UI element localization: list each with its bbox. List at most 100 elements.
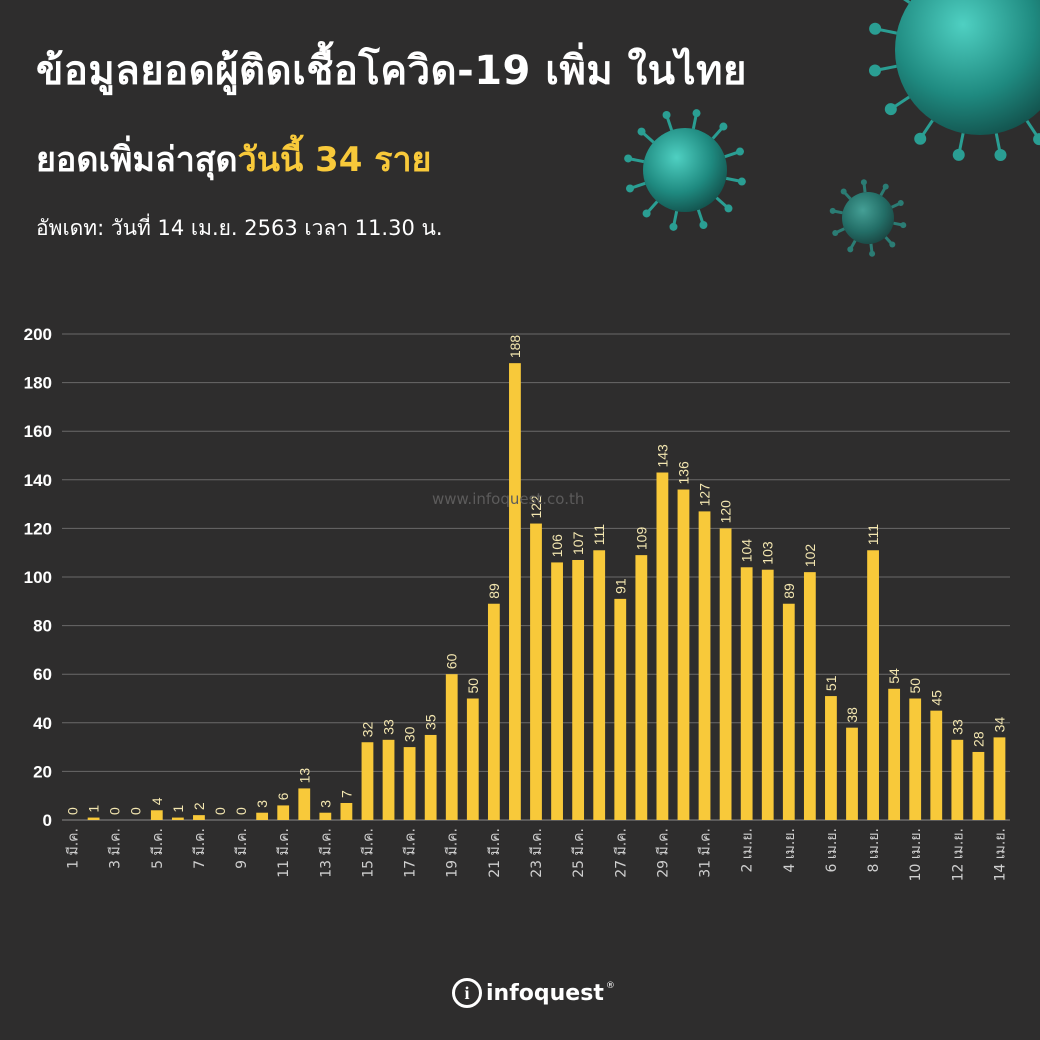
data-label: 50 [465, 678, 481, 694]
data-label: 143 [654, 444, 670, 468]
virus-spike [884, 236, 894, 246]
x-tick-label: 8 เม.ย. [866, 828, 882, 872]
bar [719, 528, 732, 820]
data-label: 102 [802, 544, 818, 568]
data-label: 3 [317, 800, 333, 808]
data-label: 91 [612, 578, 628, 594]
bar [509, 363, 521, 820]
data-label: 188 [507, 335, 523, 359]
data-label: 4 [149, 797, 165, 805]
data-label: 33 [949, 719, 965, 735]
data-label: 0 [107, 807, 123, 815]
virus-spike [918, 119, 934, 140]
data-label: 13 [296, 768, 312, 784]
x-axis-ticks: 1 มี.ค. 3 มี.ค. 5 มี.ค. 7 มี.ค. 9 มี.ค. 11 มี… [66, 828, 1009, 881]
data-label: 45 [928, 690, 944, 706]
data-label: 89 [486, 583, 502, 599]
data-label: 6 [275, 792, 291, 800]
bar [782, 603, 795, 820]
y-tick-label: 0 [43, 811, 52, 830]
update-timestamp: อัพเดท: วันที่ 14 เม.ย. 2563 เวลา 11.30 … [36, 216, 443, 240]
bar [803, 572, 816, 820]
virus-medium-icon [624, 109, 746, 231]
bar [972, 751, 985, 820]
bar [361, 742, 374, 820]
virus-spike [715, 196, 730, 210]
data-label: 0 [128, 807, 144, 815]
y-tick-label: 40 [33, 714, 52, 733]
bar [530, 523, 542, 820]
virus-spike [874, 64, 897, 72]
bar [635, 555, 648, 820]
virus-spike [848, 239, 857, 251]
x-tick-label: 10 เม.ย. [908, 828, 924, 881]
virus-spike [832, 209, 843, 215]
bar [740, 567, 753, 820]
data-label: 30 [402, 726, 418, 742]
data-label: 0 [65, 807, 81, 815]
virus-spike [725, 176, 743, 183]
virus-spike [994, 133, 1002, 156]
bar [867, 550, 879, 820]
bar [930, 710, 943, 820]
virus-spike [891, 201, 902, 209]
bar [87, 817, 100, 820]
data-label: 51 [823, 675, 839, 691]
x-tick-label: 21 มี.ค. [487, 828, 503, 878]
virus-spike [640, 130, 655, 144]
data-label: 127 [697, 483, 713, 507]
subtitle-highlight: วันนี้ 34 ราย [237, 140, 432, 180]
data-label: 38 [844, 707, 860, 723]
y-tick-label: 180 [24, 374, 52, 393]
x-tick-label: 3 มี.ค. [108, 828, 124, 869]
data-label: 28 [970, 731, 986, 747]
x-tick-label: 15 มี.ค. [360, 828, 376, 878]
data-label: 136 [675, 461, 691, 485]
x-tick-label: 11 มี.ค. [276, 828, 292, 878]
x-tick-label: 29 มี.ค. [655, 828, 671, 878]
registered-mark: ® [605, 981, 615, 991]
data-label: 2 [191, 802, 207, 810]
virus-spike [862, 182, 867, 193]
bar [298, 788, 311, 820]
bar [487, 603, 500, 820]
virus-spike [957, 133, 965, 156]
subtitle-prefix: ยอดเพิ่มล่าสุด [36, 140, 238, 180]
virus-large-icon [868, 0, 1040, 162]
virus-spike [711, 125, 725, 140]
y-tick-label: 140 [24, 471, 52, 490]
infoquest-logo: i infoquest ® [452, 978, 615, 1008]
x-tick-label: 1 มี.ค. [66, 828, 82, 869]
data-label: 32 [359, 721, 375, 737]
x-tick-label: 17 มี.ค. [403, 828, 419, 878]
x-tick-label: 5 มี.ค. [150, 828, 166, 869]
data-label: 60 [444, 653, 460, 669]
x-tick-label: 7 มี.ค. [192, 828, 208, 869]
virus-spike-knob [669, 222, 678, 231]
virus-spike [672, 210, 679, 228]
virus-spike [842, 190, 852, 200]
virus-spike-knob [692, 109, 701, 118]
virus-spike [724, 150, 741, 159]
data-label: 33 [381, 719, 397, 735]
bar [319, 812, 332, 820]
bar [846, 727, 858, 820]
y-axis-ticks: 0 20 40 60 80 100 120 140 160 180 200 [24, 325, 52, 830]
virus-spike [879, 185, 888, 197]
bar [171, 817, 184, 820]
data-label: 111 [865, 524, 881, 545]
data-label: 1 [86, 805, 102, 813]
y-tick-label: 160 [24, 422, 52, 441]
virus-spike [629, 181, 646, 190]
bar [761, 569, 774, 820]
data-label: 122 [528, 495, 544, 519]
data-label: 35 [423, 714, 439, 730]
virus-spike-knob [994, 149, 1007, 162]
x-tick-label: 25 มี.ค. [571, 828, 587, 878]
virus-spike [627, 157, 645, 164]
bar [656, 472, 669, 820]
y-tick-label: 120 [24, 519, 52, 538]
bar [340, 802, 353, 820]
